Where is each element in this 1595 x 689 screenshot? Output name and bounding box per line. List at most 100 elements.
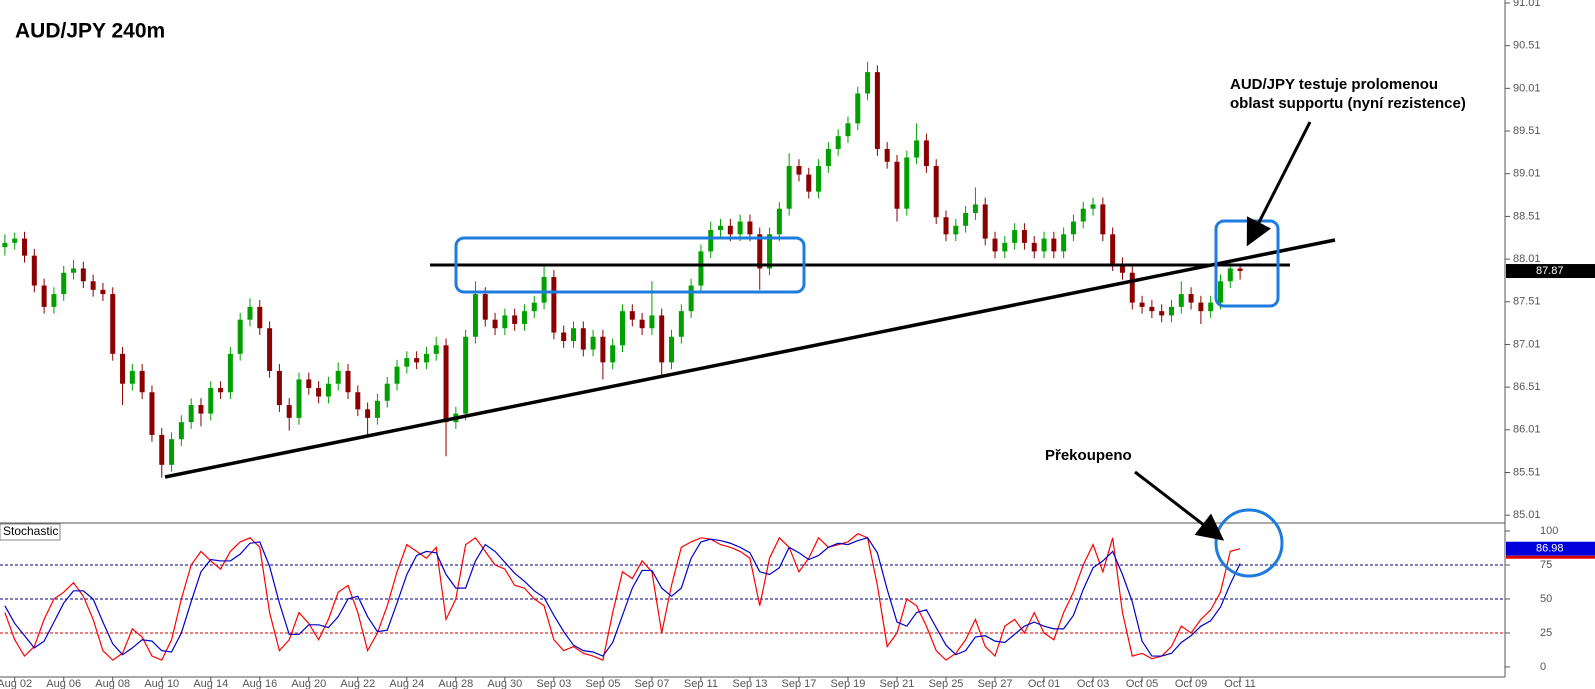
- candle-body: [1208, 302, 1214, 312]
- x-tick-label: Oct 11: [1224, 678, 1256, 689]
- candle-body: [767, 234, 773, 269]
- candle-body: [90, 281, 96, 290]
- y-tick-label: 88.01: [1513, 253, 1541, 265]
- indicator-title: Stochastic: [3, 524, 58, 538]
- candle-body: [1070, 221, 1076, 235]
- x-tick-label: Oct 09: [1175, 678, 1207, 689]
- candle-body: [2, 242, 8, 248]
- candle-body: [1237, 268, 1243, 272]
- y-tick-label: 85.01: [1513, 509, 1541, 521]
- annotation: Překoupeno: [1045, 447, 1132, 464]
- last-value-badge-secondary: [1506, 555, 1595, 559]
- stochastic-line: [4, 533, 1241, 661]
- annotation: oblast supportu (nyní rezistence): [1230, 95, 1466, 112]
- candle-body: [1159, 311, 1165, 316]
- candle-body: [894, 161, 900, 209]
- candle-body: [1031, 242, 1037, 252]
- candle-body: [296, 379, 302, 418]
- y-tick-label: 86.01: [1513, 424, 1541, 436]
- x-tick-label: Sep 07: [634, 678, 669, 689]
- candle-body: [276, 370, 282, 406]
- highlight-box: [454, 236, 806, 294]
- x-tick-label: Oct 01: [1028, 678, 1060, 689]
- candle-body: [41, 285, 47, 307]
- candle-body: [512, 315, 518, 324]
- candle-body: [688, 285, 694, 312]
- candle-body: [1139, 302, 1145, 307]
- candle-body: [1188, 294, 1194, 303]
- candle-body: [178, 422, 184, 440]
- candle-body: [1080, 208, 1086, 222]
- y-tick-label: 87.51: [1513, 296, 1541, 308]
- candle-body: [639, 319, 645, 329]
- candle-body: [316, 387, 322, 397]
- candle-body: [443, 345, 449, 423]
- candle-body: [355, 392, 361, 410]
- candle-body: [169, 439, 175, 465]
- candle-body: [982, 204, 988, 239]
- candle-body: [541, 277, 547, 303]
- candle-body: [580, 328, 586, 350]
- x-tick-label: Aug 20: [291, 678, 326, 689]
- indicator-label-box: [0, 523, 61, 541]
- candle-body: [678, 311, 684, 337]
- candle-body: [139, 370, 145, 393]
- candle-body: [1217, 281, 1223, 303]
- x-tick-label: Oct 05: [1126, 678, 1158, 689]
- x-tick-label: Aug 28: [438, 678, 473, 689]
- candle-body: [727, 225, 733, 235]
- candle-body: [267, 328, 273, 371]
- candle-body: [737, 221, 743, 235]
- arrow: [1134, 470, 1225, 541]
- candle-body: [306, 379, 312, 388]
- candle-body: [620, 311, 625, 346]
- candle-body: [1061, 234, 1067, 252]
- y-tick-label: 86.51: [1513, 381, 1541, 393]
- candle-body: [629, 311, 635, 320]
- candle-body: [414, 358, 420, 363]
- annotation: AUD/JPY testuje prolomenou: [1230, 76, 1438, 93]
- candle-body: [472, 294, 478, 337]
- candle-body: [286, 405, 292, 418]
- candle-body: [816, 166, 822, 192]
- candle-body: [1227, 268, 1233, 282]
- candle-body: [610, 345, 616, 363]
- candle-body: [669, 336, 675, 363]
- x-tick-label: Aug 06: [46, 678, 81, 689]
- candle-body: [953, 225, 959, 235]
- y-tick-label: 25: [1540, 627, 1552, 639]
- candle-body: [502, 315, 508, 329]
- candle-body: [61, 272, 67, 295]
- candle-body: [198, 405, 204, 414]
- y-tick-label: 87.01: [1513, 338, 1541, 350]
- candle-body: [776, 208, 782, 235]
- last-value-badge: [1506, 541, 1595, 556]
- plot-area: [0, 61, 1505, 661]
- trend-line: [164, 238, 1336, 479]
- arrow: [1246, 121, 1312, 247]
- y-tick-label: 91.01: [1513, 0, 1541, 9]
- last-price-label: 87.87: [1536, 265, 1564, 277]
- candle-body: [914, 140, 920, 158]
- candle-body: [110, 294, 116, 354]
- y-tick-label: 88.51: [1513, 210, 1541, 222]
- candle-body: [845, 123, 851, 137]
- candle-body: [698, 251, 704, 286]
- x-tick-label: Aug 16: [242, 678, 277, 689]
- candle-body: [237, 319, 243, 354]
- candle-body: [1110, 234, 1116, 265]
- candle-body: [786, 166, 792, 209]
- stochastic-line: [4, 537, 1241, 657]
- candle-body: [120, 353, 126, 384]
- y-tick-label: 89.01: [1513, 168, 1541, 180]
- x-tick-label: Aug 14: [193, 678, 228, 689]
- x-tick-label: Sep 19: [831, 678, 866, 689]
- candle-body: [884, 148, 890, 162]
- candle-body: [1119, 264, 1125, 273]
- candle-body: [590, 336, 596, 350]
- candle-body: [188, 405, 194, 423]
- candle-body: [404, 358, 410, 367]
- x-tick-label: Sep 17: [782, 678, 817, 689]
- candle-body: [659, 315, 665, 363]
